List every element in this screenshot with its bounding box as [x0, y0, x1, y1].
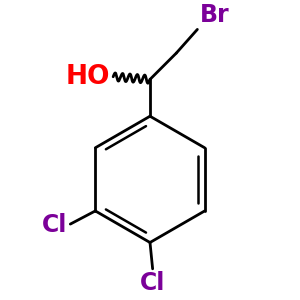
Text: Cl: Cl [140, 271, 165, 295]
Text: HO: HO [66, 64, 110, 90]
Text: Br: Br [200, 3, 230, 27]
Text: Cl: Cl [42, 213, 67, 237]
